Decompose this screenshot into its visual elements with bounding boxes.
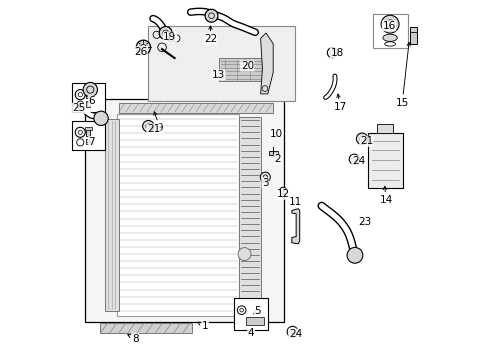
Bar <box>86 129 90 136</box>
Bar <box>376 125 392 134</box>
Text: 5: 5 <box>253 306 260 316</box>
Text: 18: 18 <box>330 48 343 58</box>
Bar <box>372 14 407 48</box>
Bar <box>233 298 267 330</box>
Text: 11: 11 <box>288 197 302 207</box>
Text: 19: 19 <box>163 32 176 42</box>
Bar <box>72 83 104 112</box>
Text: 23: 23 <box>358 217 371 227</box>
Text: 3: 3 <box>262 178 268 188</box>
Circle shape <box>356 133 367 144</box>
Bar <box>84 127 92 130</box>
Bar <box>219 58 265 81</box>
Circle shape <box>260 172 270 182</box>
Text: 15: 15 <box>395 42 409 108</box>
Polygon shape <box>246 318 264 324</box>
Circle shape <box>142 121 154 132</box>
Text: 21: 21 <box>146 124 160 134</box>
Text: 7: 7 <box>88 137 95 147</box>
Text: 25: 25 <box>72 103 85 113</box>
Bar <box>147 26 294 101</box>
Bar <box>105 119 119 311</box>
Circle shape <box>136 40 150 54</box>
Bar <box>409 27 416 44</box>
Polygon shape <box>291 209 299 244</box>
Bar <box>239 117 260 313</box>
Bar <box>100 323 191 333</box>
Circle shape <box>238 248 250 261</box>
Bar <box>84 90 92 92</box>
Ellipse shape <box>382 34 396 41</box>
Circle shape <box>346 247 362 263</box>
FancyBboxPatch shape <box>367 133 402 188</box>
Circle shape <box>380 15 398 33</box>
Bar <box>72 121 104 149</box>
Circle shape <box>279 187 286 194</box>
Text: 6: 6 <box>88 96 95 106</box>
Circle shape <box>94 111 108 126</box>
Bar <box>86 101 89 107</box>
Text: 16: 16 <box>382 21 395 31</box>
Text: 12: 12 <box>276 189 289 199</box>
Text: 1: 1 <box>197 321 208 331</box>
Bar <box>86 91 90 98</box>
Text: 24: 24 <box>351 156 365 166</box>
Text: 8: 8 <box>127 333 138 343</box>
Circle shape <box>83 82 97 97</box>
Polygon shape <box>260 33 273 94</box>
Text: 10: 10 <box>269 129 282 139</box>
Text: 21: 21 <box>359 136 372 146</box>
Text: 14: 14 <box>379 186 392 205</box>
Text: 13: 13 <box>212 70 225 80</box>
Text: 2: 2 <box>273 154 280 164</box>
Text: 9: 9 <box>154 112 163 133</box>
Circle shape <box>159 27 172 40</box>
Bar <box>119 103 272 113</box>
Text: 26: 26 <box>134 46 147 57</box>
Bar <box>86 139 89 144</box>
Text: 22: 22 <box>203 26 217 44</box>
Bar <box>85 99 284 321</box>
Circle shape <box>385 20 394 28</box>
Text: 24: 24 <box>288 329 302 339</box>
Circle shape <box>204 9 218 22</box>
Bar <box>117 114 239 316</box>
Text: 20: 20 <box>240 61 253 71</box>
Bar <box>268 150 277 155</box>
Text: 4: 4 <box>247 328 254 338</box>
Text: 17: 17 <box>333 94 346 112</box>
